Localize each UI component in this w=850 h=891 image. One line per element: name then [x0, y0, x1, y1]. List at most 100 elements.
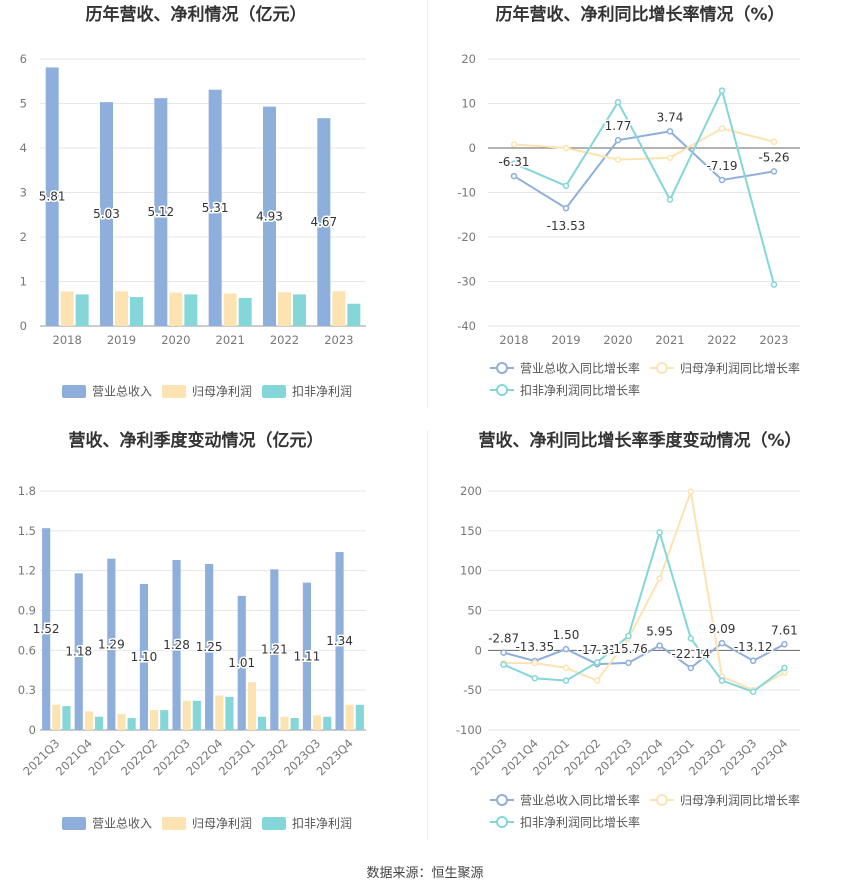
vertical-divider: [427, 430, 428, 840]
data-label: 9.09: [709, 622, 736, 636]
data-label: 1.18: [65, 645, 92, 659]
x-tick-label: 2023Q4: [314, 736, 356, 778]
y-tick-label: -50: [463, 683, 482, 697]
y-tick-label: 0: [475, 643, 482, 657]
data-point: [749, 657, 757, 665]
data-point: [666, 154, 674, 162]
data-point: [718, 87, 726, 94]
bar-营业总收入: [205, 564, 214, 730]
x-tick-label: 2023: [759, 333, 788, 347]
legend-label: 营业总收入: [92, 817, 152, 831]
x-tick-label: 2020: [161, 333, 190, 347]
bar-营业总收入: [74, 573, 83, 730]
bar-营业总收入: [45, 67, 59, 326]
data-point: [500, 649, 507, 656]
x-tick-label: 2019: [107, 333, 136, 347]
bar-扣非净利润: [62, 706, 71, 730]
bar-营业总收入: [237, 595, 246, 730]
data-label: 5.95: [646, 625, 673, 639]
data-point: [510, 172, 518, 180]
bar-营业总收入: [107, 558, 116, 730]
chart-title: 营收、净利同比增长率季度变动情况（%）: [478, 430, 801, 451]
x-tick-label: 2022: [707, 333, 736, 347]
chart-title: 营收、净利季度变动情况（亿元）: [69, 430, 324, 451]
y-tick-label: 1.8: [18, 484, 36, 498]
data-label: 1.29: [98, 637, 125, 651]
data-label: 1.50: [553, 628, 580, 642]
y-tick-label: 5: [20, 97, 27, 111]
data-label: 1.25: [196, 640, 223, 654]
bar-归母净利润: [345, 704, 354, 730]
data-label: -5.26: [758, 150, 789, 164]
legend-marker: [496, 816, 508, 828]
bar-归母净利润: [223, 293, 237, 326]
series-line-扣非净利润同比增长率: [503, 528, 786, 693]
data-point: [666, 196, 674, 203]
bar-扣非净利润: [94, 716, 104, 730]
data-label: 1.34: [326, 634, 353, 648]
data-point: [562, 645, 570, 653]
legend-label: 营业总收入同比增长率: [520, 361, 640, 376]
data-label: 7.61: [771, 623, 798, 637]
bar-扣非净利润: [130, 297, 143, 326]
bar-营业总收入: [100, 102, 113, 326]
y-tick-label: 3: [20, 186, 27, 200]
data-point: [562, 204, 570, 212]
quarterly-revenue-profit-chart: 营收、净利季度变动情况（亿元）00.30.60.91.21.51.82021Q3…: [18, 430, 366, 831]
data-point: [781, 641, 788, 648]
legend-label: 扣非净利润同比增长率: [520, 383, 640, 398]
bar-归母净利润: [150, 710, 159, 730]
data-label: -2.87: [488, 632, 519, 646]
data-label: -22.14: [671, 647, 710, 661]
data-label: -13.53: [547, 219, 586, 233]
bar-归母净利润: [52, 704, 61, 730]
bar-归母净利润: [117, 714, 126, 730]
bar-营业总收入: [335, 552, 344, 730]
data-point: [625, 632, 632, 640]
data-label: 3.74: [657, 110, 684, 124]
data-point: [656, 575, 663, 582]
annual-growth-rate-chart: 历年营收、净利同比增长率情况（%） -40 -30 -20 -10 0 10 20 2018 20…: [457, 4, 800, 398]
y-tick-label: -30: [457, 275, 476, 289]
data-point: [770, 281, 778, 288]
data-point: [531, 674, 539, 682]
bar-扣非净利润: [238, 297, 252, 326]
series-line-营业总收入同比增长率: [513, 130, 775, 210]
bar-归母净利润: [278, 292, 291, 326]
data-point: [562, 664, 570, 672]
data-label: 4.93: [256, 209, 283, 223]
y-tick-label: -100: [456, 723, 482, 737]
chart-title: 历年营收、净利情况（亿元）: [86, 4, 307, 25]
data-point: [562, 677, 570, 684]
y-tick-label: 2: [20, 230, 27, 244]
legend-label: 归母净利润同比增长率: [680, 793, 800, 808]
data-point: [666, 128, 674, 135]
bar-扣非净利润: [323, 716, 332, 730]
bar-扣非净利润: [160, 710, 169, 730]
bar-扣非净利润: [355, 704, 364, 730]
data-label: 5.03: [93, 207, 120, 221]
bar-归母净利润: [280, 716, 289, 730]
x-tick-label: 2021: [655, 333, 684, 347]
vertical-divider: [427, 0, 428, 408]
y-tick-label: 1: [20, 275, 27, 289]
bar-营业总收入: [154, 98, 168, 326]
quarterly-growth-rate-chart: 营收、净利同比增长率季度变动情况（%）-100-5005010015020020…: [456, 430, 802, 830]
legend-marker: [496, 362, 508, 374]
data-point: [770, 168, 778, 175]
bar-扣非净利润: [290, 718, 299, 730]
legend-swatch: [162, 817, 186, 830]
legend-label: 扣非净利润: [292, 385, 352, 399]
data-point: [687, 635, 695, 642]
data-label: 1.01: [228, 656, 255, 670]
data-point: [770, 138, 778, 146]
series-line-营业总收入同比增长率: [503, 641, 785, 670]
data-point: [510, 141, 518, 148]
y-tick-label: 6: [20, 52, 27, 66]
data-label: -7.19: [706, 159, 737, 173]
bar-归母净利润: [84, 711, 93, 730]
legend-swatch: [162, 385, 186, 398]
bar-营业总收入: [208, 89, 222, 326]
data-label: -15.76: [609, 642, 648, 656]
legend-marker: [496, 794, 508, 806]
